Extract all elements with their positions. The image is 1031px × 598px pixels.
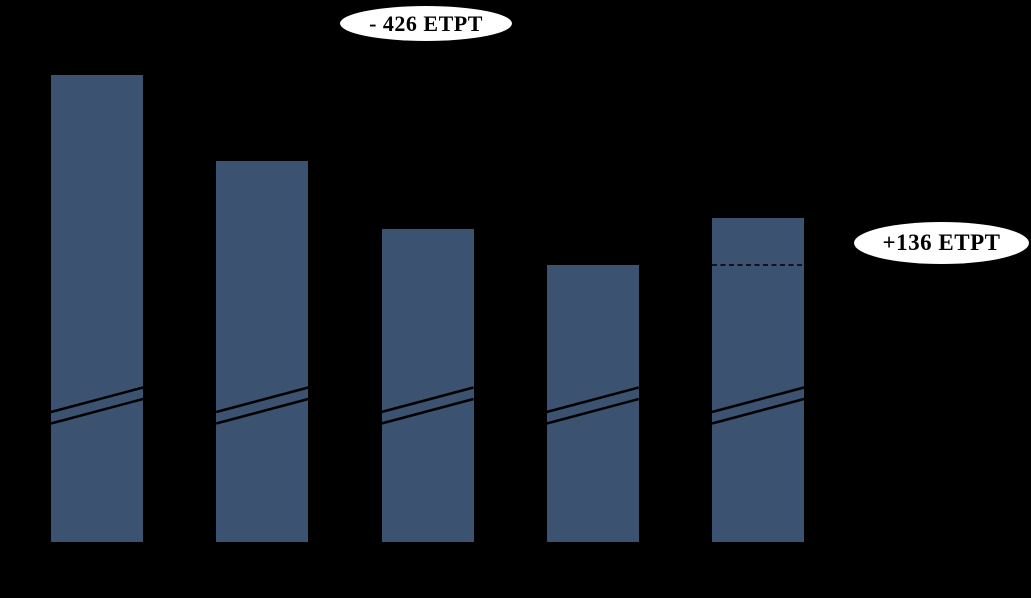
bar-4 [546,265,639,542]
annotation-ellipse-minus-426-etpt: - 426 ETPT [340,6,512,41]
annotation-text-minus-426: - 426 ETPT [369,10,483,36]
bar-3 [381,229,474,542]
bar-5 [712,218,804,542]
bar-2 [216,161,309,542]
annotation-text-plus-136: +136 ETPT [882,230,1001,255]
annotation-ellipse-plus-136-etpt: +136 ETPT [854,222,1029,264]
bar-1 [51,75,143,542]
